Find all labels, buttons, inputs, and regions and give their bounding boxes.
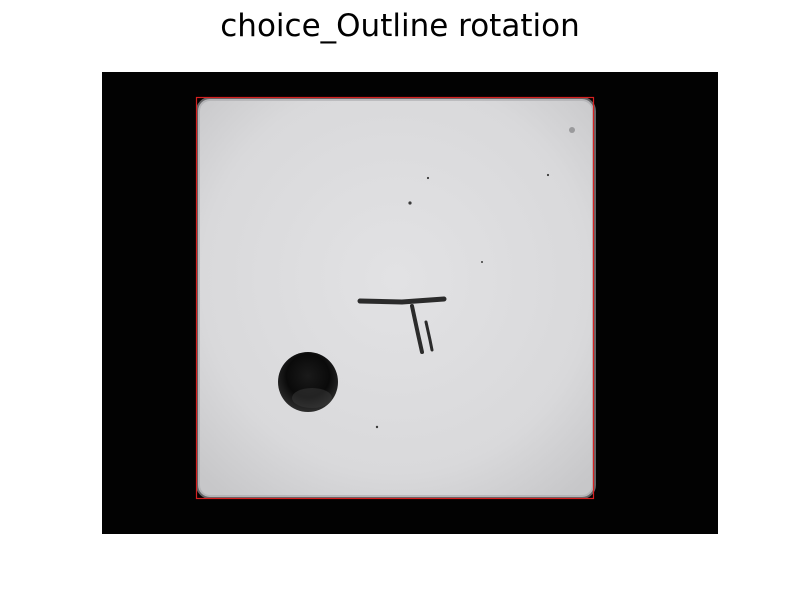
- hole-inner-wall: [292, 388, 332, 408]
- tile-specks: [375, 127, 575, 429]
- tile: [198, 99, 594, 497]
- image-panel: [102, 72, 718, 534]
- figure-title: choice_Outline rotation: [220, 8, 580, 44]
- handwritten-mark: [357, 296, 447, 354]
- photo-image: [102, 72, 718, 534]
- outline-box: [195, 96, 595, 500]
